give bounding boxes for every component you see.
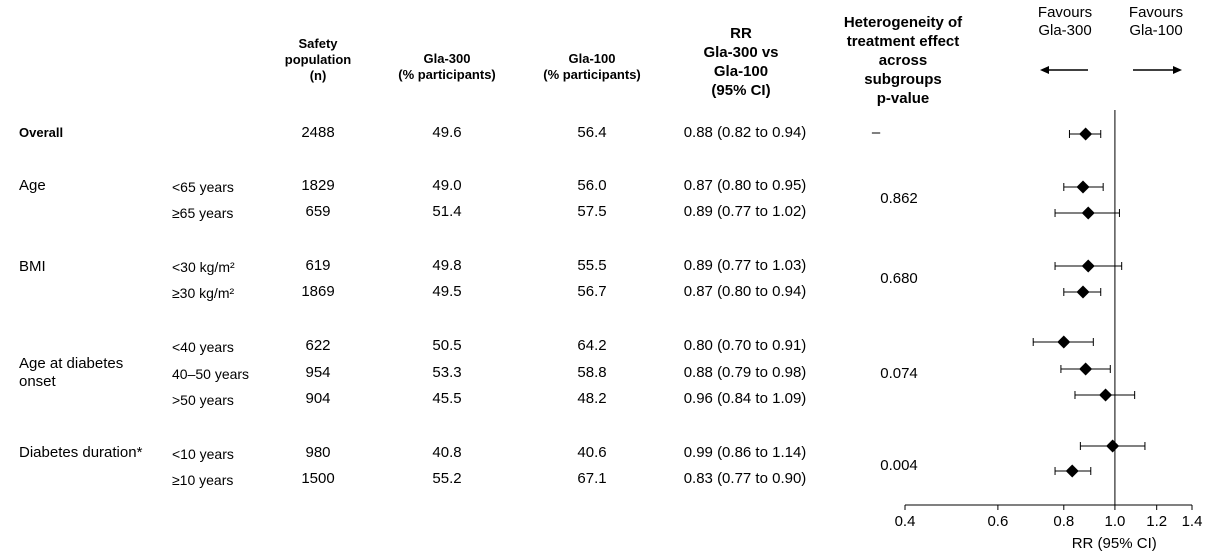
rr-point [1079,363,1092,376]
x-tick-label: 0.4 [895,513,916,530]
arrow-left-icon [1040,66,1049,74]
x-axis-title: RR (95% CI) [1072,535,1157,552]
x-tick-label: 1.4 [1182,513,1203,530]
rr-point [1066,465,1079,478]
rr-point [1057,336,1070,349]
x-tick-label: 1.0 [1104,513,1125,530]
x-tick-label: 1.2 [1146,513,1167,530]
rr-point [1079,128,1092,141]
rr-point [1082,207,1095,220]
rr-point [1106,440,1119,453]
rr-point [1077,181,1090,194]
arrow-right-icon [1173,66,1182,74]
x-tick-label: 0.6 [987,513,1008,530]
rr-point [1099,389,1112,402]
rr-point [1082,260,1095,273]
rr-point [1077,286,1090,299]
x-tick-label: 0.8 [1053,513,1074,530]
